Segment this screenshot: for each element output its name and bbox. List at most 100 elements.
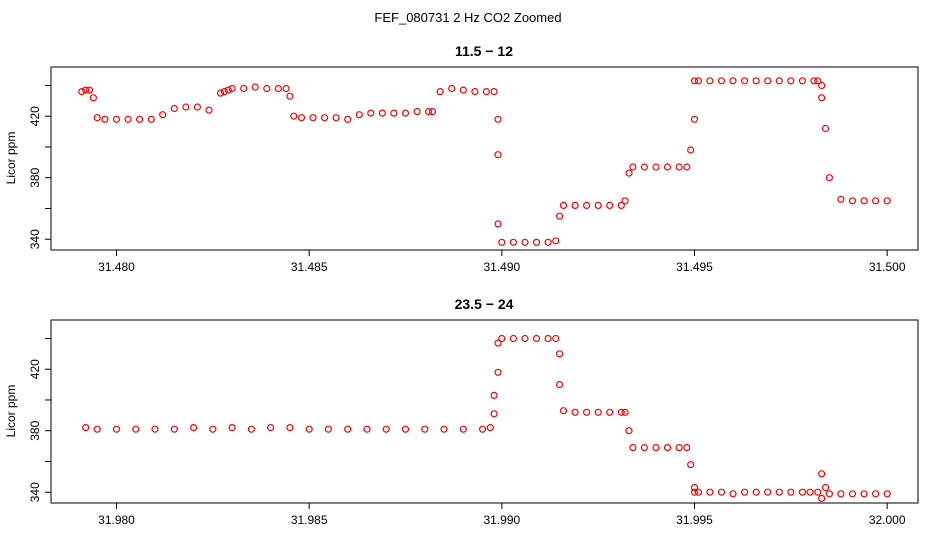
data-point bbox=[652, 163, 660, 171]
x-tick-label: 31.985 bbox=[291, 513, 328, 527]
data-point bbox=[860, 490, 868, 498]
x-tick-label: 32.000 bbox=[869, 513, 906, 527]
data-point bbox=[459, 425, 467, 433]
data-point bbox=[552, 334, 560, 343]
data-point bbox=[532, 334, 541, 343]
data-point bbox=[629, 444, 637, 452]
data-point bbox=[85, 86, 94, 94]
x-tick-label: 31.990 bbox=[483, 513, 520, 527]
data-point bbox=[690, 484, 699, 492]
data-point bbox=[78, 87, 86, 96]
x-tick-label: 31.490 bbox=[483, 260, 520, 274]
data-point bbox=[112, 425, 121, 433]
data-point bbox=[818, 94, 826, 102]
data-point bbox=[694, 488, 703, 496]
data-point bbox=[151, 425, 159, 433]
data-point bbox=[629, 163, 637, 171]
x-tick-label: 31.500 bbox=[869, 260, 906, 274]
data-point bbox=[694, 77, 703, 85]
data-point bbox=[848, 197, 857, 205]
data-point bbox=[625, 169, 633, 177]
data-point bbox=[690, 77, 699, 85]
data-point bbox=[521, 334, 529, 343]
data-point bbox=[555, 212, 564, 220]
data-point bbox=[559, 407, 568, 415]
y-axis-label-bottom: Licor ppm bbox=[4, 385, 18, 438]
data-point bbox=[871, 197, 880, 205]
data-point bbox=[355, 111, 363, 119]
data-point bbox=[764, 77, 772, 85]
data-point bbox=[494, 368, 502, 376]
data-point bbox=[93, 114, 101, 122]
data-point bbox=[267, 424, 275, 432]
data-point bbox=[494, 115, 502, 123]
data-point bbox=[690, 488, 699, 496]
data-point bbox=[344, 425, 352, 433]
data-point bbox=[101, 115, 109, 123]
data-point bbox=[571, 408, 579, 416]
data-point bbox=[82, 424, 90, 432]
panel-title-top: 11.5 − 12 bbox=[455, 43, 513, 59]
data-point bbox=[494, 220, 502, 228]
y-tick-label: 420 bbox=[28, 106, 42, 126]
data-point bbox=[764, 488, 772, 496]
data-point bbox=[209, 425, 217, 433]
data-point bbox=[848, 490, 857, 498]
data-point bbox=[159, 111, 167, 119]
data-point bbox=[344, 115, 352, 123]
data-point bbox=[706, 488, 714, 496]
data-point bbox=[798, 77, 807, 85]
data-point bbox=[363, 425, 371, 433]
y-tick-label: 340 bbox=[28, 482, 42, 502]
data-point bbox=[825, 490, 834, 498]
data-point bbox=[421, 425, 429, 433]
data-point bbox=[240, 84, 248, 93]
data-point bbox=[775, 488, 783, 496]
data-point bbox=[486, 424, 494, 432]
plot-frame-bottom bbox=[50, 319, 919, 504]
data-point bbox=[498, 334, 506, 343]
data-point bbox=[521, 238, 529, 246]
data-point bbox=[332, 114, 340, 122]
data-point bbox=[814, 77, 822, 85]
data-point bbox=[544, 238, 552, 246]
data-point bbox=[170, 104, 178, 113]
plot-frame-top bbox=[50, 66, 919, 251]
data-point bbox=[775, 77, 783, 85]
y-tick-label: 380 bbox=[28, 420, 42, 440]
data-point bbox=[182, 103, 190, 111]
data-point bbox=[663, 444, 672, 452]
data-point bbox=[818, 494, 826, 502]
data-point bbox=[798, 488, 807, 496]
data-point bbox=[621, 408, 629, 416]
data-point bbox=[594, 408, 602, 416]
data-point bbox=[787, 77, 795, 85]
data-point bbox=[818, 81, 826, 90]
data-point bbox=[309, 114, 317, 122]
data-point bbox=[652, 444, 660, 452]
panel-title-bottom: 23.5 − 24 bbox=[455, 296, 514, 312]
data-point bbox=[324, 425, 332, 433]
data-point bbox=[571, 201, 579, 209]
data-point bbox=[663, 163, 672, 171]
data-point bbox=[93, 425, 101, 433]
data-point bbox=[860, 197, 868, 205]
data-point bbox=[490, 87, 498, 96]
data-point bbox=[286, 92, 294, 100]
x-tick-label: 31.480 bbox=[98, 260, 135, 274]
data-point bbox=[810, 77, 818, 85]
data-point bbox=[687, 461, 695, 469]
data-point bbox=[621, 197, 629, 205]
data-point bbox=[837, 195, 845, 203]
y-axis-label-top: Licor ppm bbox=[4, 132, 18, 185]
data-point bbox=[494, 339, 502, 347]
data-point bbox=[170, 425, 178, 433]
data-point bbox=[690, 115, 699, 123]
data-point bbox=[729, 490, 737, 498]
chart-panel-bottom: 23.5 − 24 Licor ppm 31.980 31.985 31.990 31… bbox=[4, 296, 919, 527]
data-point bbox=[582, 201, 591, 209]
x-tick-label: 31.495 bbox=[676, 260, 713, 274]
data-point bbox=[509, 334, 518, 343]
data-point bbox=[321, 114, 329, 122]
